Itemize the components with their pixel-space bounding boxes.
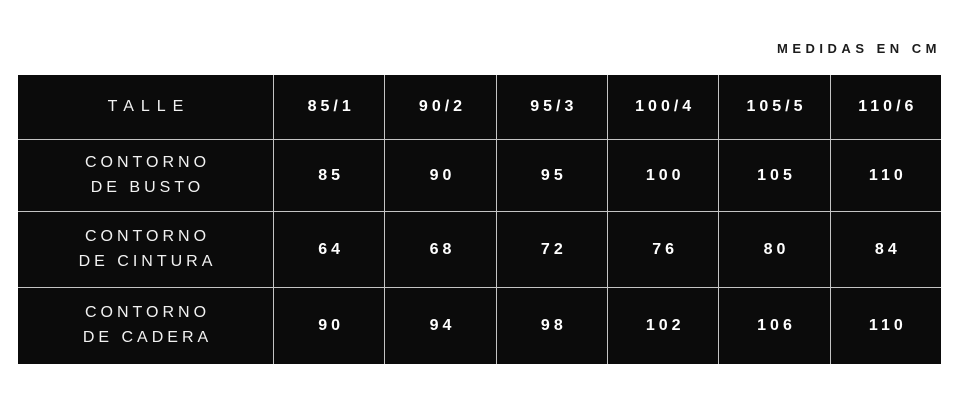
table-cell-busto: 90 [385,140,496,211]
row-label-cintura: CONTORNO DE CINTURA [18,212,273,287]
table-cell-busto: 110 [830,140,941,211]
header-cell-size: 90/2 [385,75,496,139]
row-label-line: CONTORNO [84,153,211,171]
table-cell-busto: 85 [274,140,385,211]
table-cell-cadera: 102 [608,288,719,364]
header-cell-size: 100/4 [608,75,719,139]
row-label-busto: CONTORNO DE BUSTO [18,140,273,211]
size-chart-table: TALLE 85/1 90/2 95/3 100/4 105/5 110/6 C… [18,75,941,364]
row-label-line: DE CADERA [82,329,213,346]
table-cell-cintura: 80 [719,212,830,287]
row-label-line: DE BUSTO [90,178,205,196]
header-cell-talle: TALLE [18,75,273,139]
table-cell-cintura: 84 [830,212,941,287]
table-cell-cadera: 90 [274,288,385,364]
table-cell-busto: 95 [496,140,607,211]
row-label-line: CONTORNO [84,227,211,245]
table-cell-busto: 100 [608,140,719,211]
header-cell-size: 95/3 [496,75,607,139]
table-cell-cadera: 110 [830,288,941,364]
row-label-line: DE CINTURA [78,252,217,270]
header-cell-size: 85/1 [274,75,385,139]
header-cell-size: 110/6 [830,75,941,139]
table-cell-busto: 105 [719,140,830,211]
table-cell-cadera: 106 [719,288,830,364]
table-cell-cintura: 76 [608,212,719,287]
row-label-line: CONTORNO [84,304,211,322]
table-cell-cintura: 64 [274,212,385,287]
table-cell-cadera: 98 [496,288,607,364]
table-cell-cadera: 94 [385,288,496,364]
table-cell-cintura: 72 [496,212,607,287]
header-cell-size: 105/5 [719,75,830,139]
units-note: MEDIDAS EN CM [777,41,941,56]
row-label-cadera: CONTORNO DE CADERA [18,288,273,364]
table-cell-cintura: 68 [385,212,496,287]
